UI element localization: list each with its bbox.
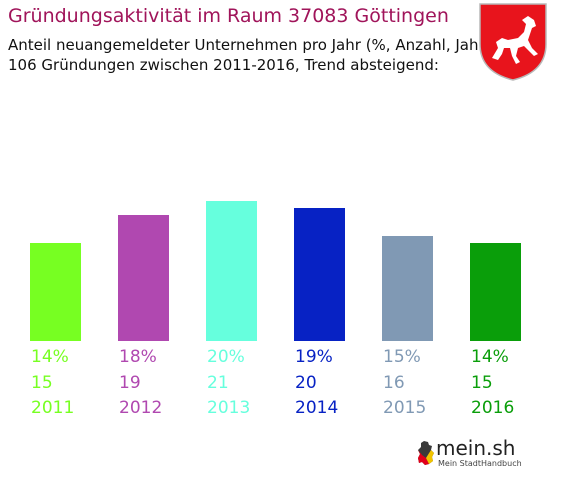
year-label-2015: 2015: [383, 398, 427, 418]
year-label-2011: 2011: [31, 398, 75, 418]
chart-title: Gründungsaktivität im Raum 37083 Götting…: [8, 5, 449, 27]
count-label-2011: 15: [31, 373, 53, 393]
brand-logo[interactable]: mein.sh Mein StadtHandbuch: [414, 434, 526, 474]
year-label-2013: 2013: [207, 398, 251, 418]
percent-label-2015: 15%: [383, 347, 421, 367]
lower-saxony-horse-icon: [478, 2, 548, 82]
count-label-2012: 19: [119, 373, 141, 393]
count-label-2016: 15: [471, 373, 493, 393]
percent-label-2016: 14%: [471, 347, 509, 367]
germany-map-icon: [418, 441, 434, 465]
percent-label-2011: 14%: [31, 347, 69, 367]
count-label-2013: 21: [207, 373, 229, 393]
brand-name: mein.sh: [436, 436, 516, 460]
year-label-2014: 2014: [295, 398, 339, 418]
year-label-2012: 2012: [119, 398, 163, 418]
count-label-2014: 20: [295, 373, 317, 393]
count-label-2015: 16: [383, 373, 405, 393]
percent-label-2013: 20%: [207, 347, 245, 367]
chart-subtitle-line-2: 106 Gründungen zwischen 2011-2016, Trend…: [8, 56, 439, 74]
chart-subtitle-line-1: Anteil neuangemeldeter Unternehmen pro J…: [8, 36, 491, 54]
brand-tagline: Mein StadtHandbuch: [438, 459, 522, 468]
year-label-2016: 2016: [471, 398, 515, 418]
bar-2012: [118, 215, 169, 341]
bar-2014: [294, 208, 345, 341]
bar-2013: [206, 201, 257, 341]
bar-2011: [30, 243, 81, 341]
percent-label-2012: 18%: [119, 347, 157, 367]
bar-2015: [382, 236, 433, 341]
bar-2016: [470, 243, 521, 341]
percent-label-2014: 19%: [295, 347, 333, 367]
